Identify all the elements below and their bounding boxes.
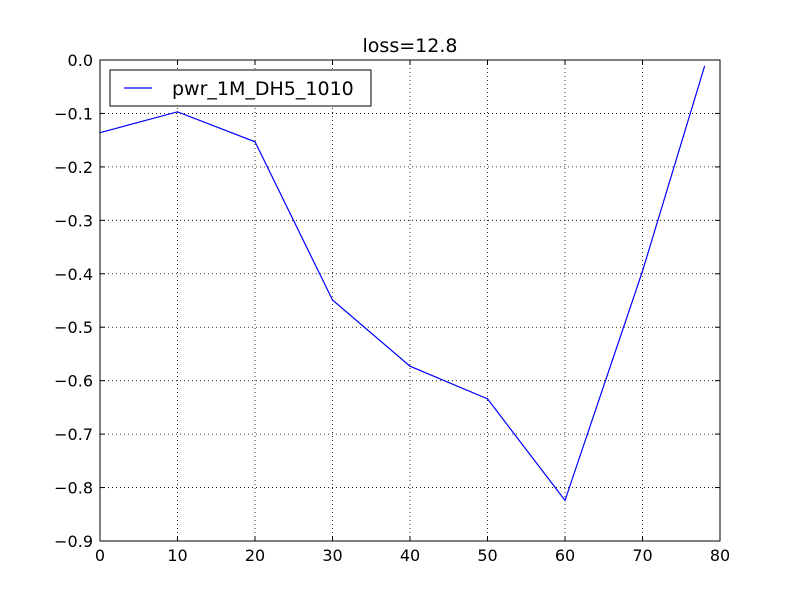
y-tick-label: −0.6 — [54, 372, 93, 391]
x-tick-label: 30 — [322, 546, 342, 565]
x-tick-label: 60 — [555, 546, 575, 565]
grid — [100, 60, 720, 541]
x-tick-label: 20 — [245, 546, 265, 565]
data-point — [409, 365, 411, 367]
data-point — [703, 65, 706, 68]
legend: pwr_1M_DH5_1010 — [109, 69, 372, 107]
chart-title: loss=12.8 — [363, 35, 458, 57]
legend-label: pwr_1M_DH5_1010 — [172, 78, 354, 100]
data-point — [331, 299, 334, 301]
y-tick-label: −0.5 — [54, 318, 93, 337]
data-point — [254, 141, 256, 143]
y-tick-label: −0.9 — [54, 532, 93, 551]
y-tick-label: −0.1 — [54, 104, 93, 123]
y-tick-label: −0.4 — [54, 265, 93, 284]
tick-marks — [99, 59, 721, 542]
y-tick-label: 0.0 — [68, 51, 93, 70]
y-tick-label: −0.7 — [54, 425, 93, 444]
x-axis-tick-labels: 0 10 20 30 40 50 60 70 80 — [95, 546, 730, 565]
x-tick-label: 50 — [477, 546, 497, 565]
x-tick-label: 10 — [167, 546, 187, 565]
y-axis-tick-labels: 0.0 −0.1 −0.2 −0.3 −0.4 −0.5 −0.6 −0.7 −0.8 −0.9 — [54, 51, 93, 551]
data-point — [176, 111, 179, 113]
x-tick-label: 70 — [632, 546, 652, 565]
data-point — [564, 499, 566, 501]
x-tick-label: 40 — [400, 546, 420, 565]
y-tick-label: −0.8 — [54, 479, 93, 498]
legend-box — [109, 69, 372, 107]
y-tick-label: −0.2 — [54, 158, 93, 177]
data-point — [641, 270, 644, 272]
y-tick-label: −0.3 — [54, 211, 93, 230]
data-point — [486, 398, 489, 400]
x-tick-label: 80 — [710, 546, 730, 565]
x-tick-label: 0 — [95, 546, 105, 565]
